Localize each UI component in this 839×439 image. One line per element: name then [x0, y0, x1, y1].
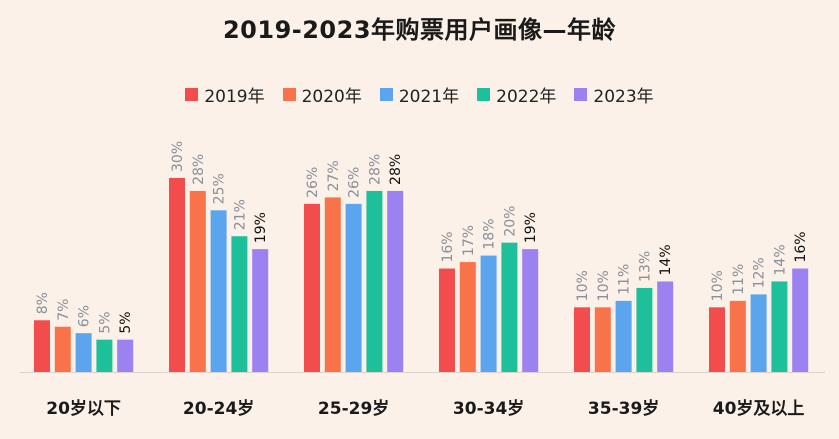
chart-title: 2019-2023年购票用户画像—年龄 — [222, 16, 617, 44]
data-label: 28% — [367, 154, 383, 185]
data-label: 28% — [191, 154, 207, 185]
bar — [615, 300, 632, 372]
legend-label: 2019年 — [204, 87, 265, 107]
data-label: 18% — [482, 218, 498, 249]
bar — [387, 190, 404, 372]
legend-swatch — [379, 88, 393, 101]
data-label: 27% — [326, 160, 342, 191]
data-label: 10% — [710, 270, 726, 301]
bar — [189, 190, 206, 372]
data-label: 10% — [575, 270, 591, 301]
bar — [439, 268, 455, 372]
data-label: 5% — [97, 311, 113, 333]
data-label: 26% — [347, 167, 363, 198]
data-label: 14% — [772, 244, 788, 275]
legend-swatch — [574, 88, 588, 101]
bar — [771, 281, 788, 372]
data-label: 16% — [440, 231, 456, 262]
bar — [480, 255, 497, 372]
data-label: 14% — [658, 244, 674, 275]
data-label: 25% — [212, 173, 228, 204]
bar — [54, 326, 71, 372]
legend-item-1: 2020年 — [282, 82, 362, 107]
bar — [750, 294, 767, 372]
data-label: 11% — [617, 264, 633, 295]
bar — [169, 178, 185, 372]
legend-item-4: 2023年 — [574, 82, 654, 107]
bar — [252, 249, 269, 372]
bar — [594, 307, 611, 372]
x-tick-label: 25-29岁 — [318, 398, 389, 419]
x-tick-label: 40岁及以上 — [713, 398, 805, 419]
legend-label: 2021年 — [398, 87, 460, 107]
bar — [324, 197, 341, 372]
data-label: 8% — [35, 292, 51, 314]
x-tick-label: 20-24岁 — [183, 398, 254, 419]
bar — [96, 339, 113, 372]
legend-label: 2023年 — [593, 87, 654, 107]
legend-item-3: 2022年 — [477, 82, 556, 107]
bar — [210, 210, 227, 372]
data-label: 26% — [305, 167, 321, 198]
bar — [117, 339, 134, 372]
data-label: 17% — [461, 225, 477, 256]
legend-swatch — [185, 88, 199, 101]
data-label: 19% — [253, 212, 269, 243]
data-label: 21% — [232, 199, 248, 230]
bar — [304, 203, 320, 372]
chart-legend: 2019年 2020年 2021年 2022年 2023年 — [0, 82, 839, 107]
bar — [709, 307, 725, 372]
data-label: 6% — [77, 305, 93, 327]
data-label: 30% — [170, 141, 186, 172]
bar — [792, 268, 809, 372]
data-label: 12% — [752, 257, 768, 288]
x-tick-label: 20岁以下 — [46, 398, 121, 419]
bar — [75, 333, 92, 372]
data-label: 13% — [637, 251, 653, 282]
data-label: 20% — [502, 206, 518, 237]
bar — [34, 320, 50, 372]
legend-swatch — [477, 88, 491, 101]
bar — [501, 242, 518, 372]
bar — [366, 190, 383, 372]
data-label: 16% — [793, 231, 809, 262]
data-label: 10% — [596, 270, 612, 301]
data-label: 19% — [523, 212, 539, 243]
legend-swatch — [282, 88, 296, 101]
data-label: 5% — [118, 311, 134, 333]
bar — [522, 249, 539, 372]
x-tick-label: 30-34岁 — [453, 398, 524, 419]
bar — [657, 281, 674, 372]
bar — [729, 300, 746, 372]
x-tick-label: 35-39岁 — [588, 398, 659, 419]
bar — [345, 203, 362, 372]
data-label: 28% — [388, 154, 404, 185]
data-label: 11% — [731, 264, 747, 295]
bar — [636, 287, 653, 372]
bar — [459, 262, 476, 372]
legend-item-0: 2019年 — [185, 82, 265, 107]
data-label: 7% — [56, 299, 72, 321]
bar — [574, 307, 590, 372]
legend-item-2: 2021年 — [379, 82, 460, 107]
legend-label: 2022年 — [496, 87, 557, 107]
bar — [231, 236, 248, 372]
legend-label: 2020年 — [301, 87, 362, 107]
